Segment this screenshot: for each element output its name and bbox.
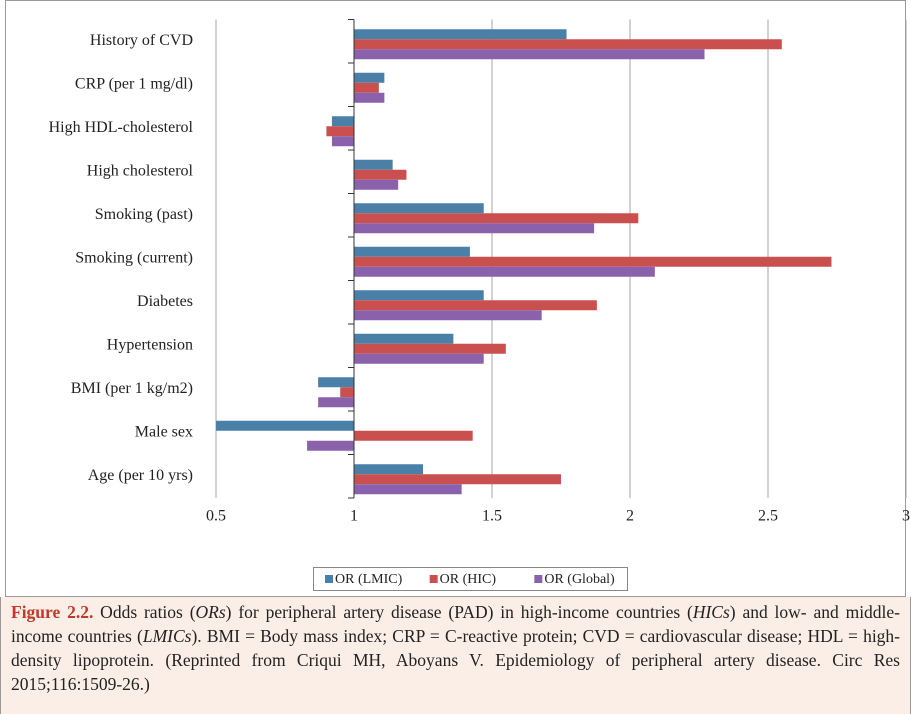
y-tick-label: Diabetes bbox=[137, 293, 193, 310]
caption-text: ) for peripheral artery disease (PAD) in… bbox=[225, 602, 693, 622]
bar bbox=[354, 310, 542, 321]
y-tick-label: Male sex bbox=[135, 423, 193, 440]
x-tick-label: 2 bbox=[626, 508, 634, 525]
x-tick-label: 0.5 bbox=[206, 508, 226, 525]
bar bbox=[326, 126, 354, 137]
bar bbox=[216, 420, 354, 431]
bar bbox=[354, 179, 399, 190]
bar bbox=[354, 82, 379, 93]
x-tick-label: 1.5 bbox=[482, 508, 502, 525]
bar bbox=[318, 397, 354, 408]
bar bbox=[354, 29, 567, 40]
bar bbox=[354, 92, 385, 103]
y-tick-label: History of CVD bbox=[90, 32, 193, 49]
bar bbox=[354, 430, 473, 441]
legend-swatch bbox=[429, 575, 438, 583]
caption-text: ORs bbox=[195, 602, 226, 622]
bar bbox=[354, 223, 595, 234]
bar bbox=[354, 266, 655, 277]
legend: OR (LMIC) OR (HIC) OR (Global) bbox=[313, 567, 628, 591]
bar bbox=[354, 343, 506, 354]
x-tick-label: 3 bbox=[902, 508, 910, 525]
caption-text: Odds ratios ( bbox=[93, 602, 196, 622]
bar bbox=[354, 213, 639, 224]
caption-text: ). BMI = Body mass index; CRP = C-reacti… bbox=[11, 626, 901, 694]
y-tick-label: High cholesterol bbox=[87, 162, 194, 179]
bar bbox=[354, 300, 597, 311]
caption: Figure 2.2. Odds ratios (ORs) for periph… bbox=[0, 597, 911, 714]
bar bbox=[331, 116, 354, 127]
figure-label: Figure 2.2. bbox=[11, 602, 94, 622]
bar bbox=[318, 377, 354, 388]
bar bbox=[354, 203, 484, 214]
bar bbox=[307, 440, 354, 451]
legend-frame bbox=[313, 567, 628, 591]
bar bbox=[354, 169, 407, 180]
y-tick-label: High HDL-cholesterol bbox=[49, 119, 194, 136]
bar bbox=[354, 39, 782, 50]
bar bbox=[354, 464, 423, 475]
y-tick-label: Smoking (past) bbox=[95, 206, 193, 223]
bar bbox=[354, 246, 470, 257]
bar bbox=[354, 474, 561, 485]
bar bbox=[354, 290, 484, 301]
bar bbox=[340, 387, 354, 398]
y-tick-label: Hypertension bbox=[107, 336, 193, 353]
chart: 0.5 1 1.5 2 2.5 3 History of CVD CRP (per 1 mg/… bbox=[5, 0, 910, 597]
x-tick-label: 1 bbox=[350, 508, 358, 525]
y-tick-label: CRP (per 1 mg/dl) bbox=[75, 75, 193, 92]
legend-label: OR (HIC) bbox=[440, 572, 497, 587]
bar bbox=[354, 353, 484, 364]
legend-swatch bbox=[534, 575, 543, 583]
legend-label: OR (LMIC) bbox=[335, 572, 403, 587]
bar bbox=[354, 333, 454, 344]
caption-text: LMICs bbox=[142, 626, 192, 646]
caption-text: HICs bbox=[692, 602, 730, 622]
legend-swatch bbox=[325, 575, 333, 583]
y-tick-label: Age (per 10 yrs) bbox=[88, 467, 193, 484]
legend-label: OR (Global) bbox=[544, 572, 615, 587]
bar bbox=[354, 49, 705, 60]
y-tick-label: Smoking (current) bbox=[75, 249, 193, 266]
bar bbox=[354, 484, 462, 495]
bar bbox=[331, 136, 354, 147]
bar bbox=[354, 72, 385, 83]
x-tick-label: 2.5 bbox=[758, 508, 778, 525]
bar bbox=[354, 159, 393, 170]
bar bbox=[354, 256, 832, 267]
caption-text: ) and low- and middle-income countries ( bbox=[11, 602, 901, 646]
y-tick-label: BMI (per 1 kg/m2) bbox=[71, 380, 193, 397]
